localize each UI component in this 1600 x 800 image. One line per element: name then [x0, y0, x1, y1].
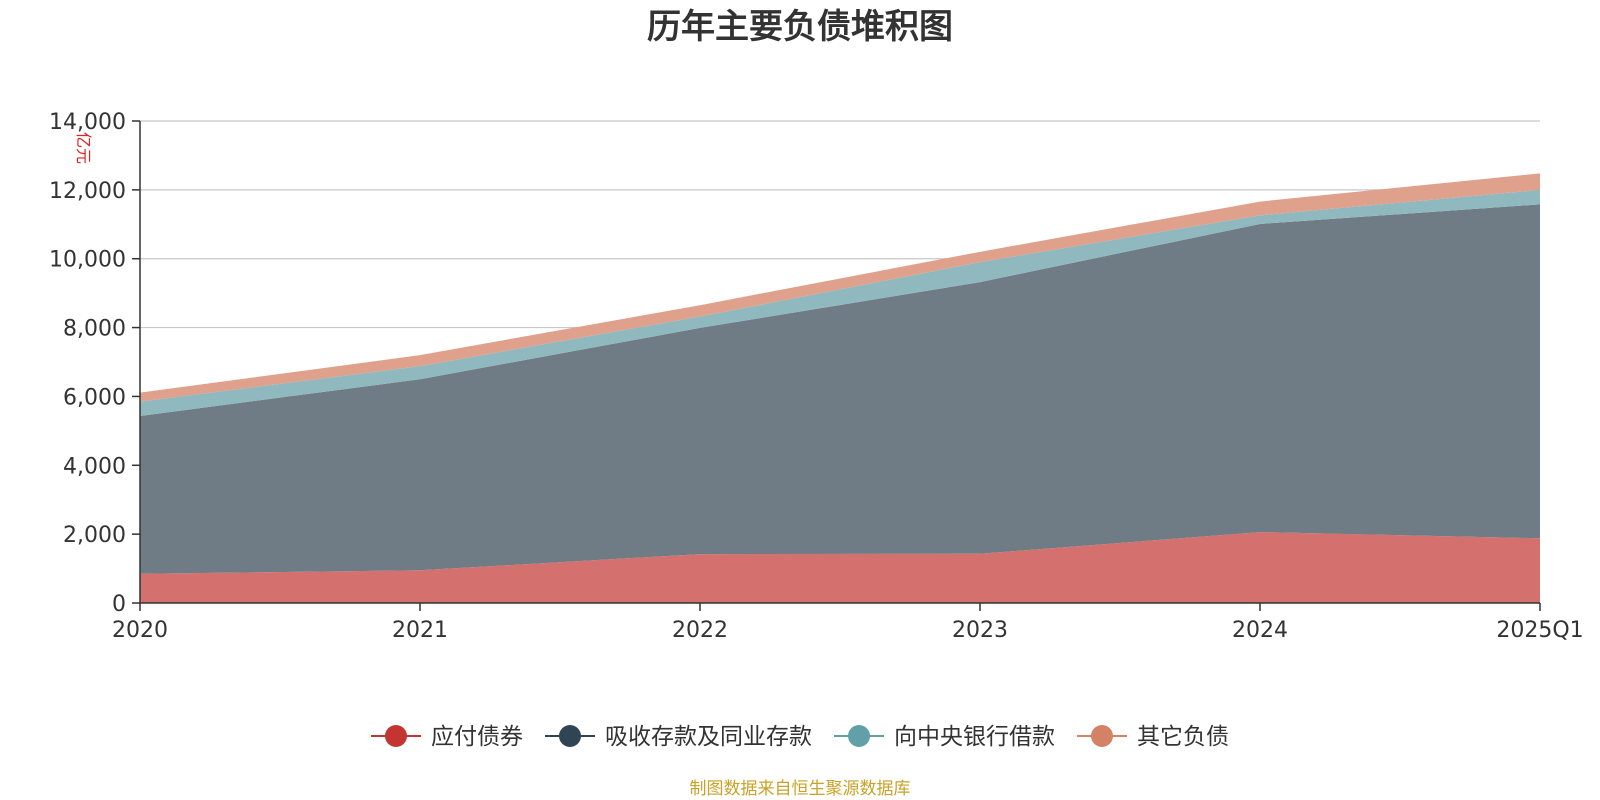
x-tick-label: 2023: [952, 618, 1008, 643]
legend-item-1[interactable]: 吸收存款及同业存款: [545, 724, 812, 750]
area-series-2: [140, 189, 1540, 417]
legend-label: 向中央银行借款: [894, 724, 1055, 750]
x-tick-label: 2020: [112, 618, 168, 643]
legend-label: 其它负债: [1137, 724, 1229, 750]
y-tick-label: 2,000: [63, 523, 126, 548]
legend-circle-icon: [848, 725, 870, 747]
x-tick-label: 2021: [392, 618, 448, 643]
y-tick-label: 12,000: [49, 179, 126, 204]
y-tick-label: 8,000: [63, 317, 126, 342]
x-tick-label: 2022: [672, 618, 728, 643]
area-series-0: [140, 532, 1540, 603]
legend-label: 应付债券: [431, 724, 523, 750]
legend-item-3[interactable]: 其它负债: [1077, 724, 1229, 750]
y-tick-label: 14,000: [49, 110, 126, 135]
y-tick-label: 0: [112, 592, 126, 617]
legend-circle-icon: [385, 725, 407, 747]
legend-circle-icon: [559, 725, 581, 747]
area-series: [140, 173, 1540, 603]
y-tick-label: 10,000: [49, 248, 126, 273]
legend-item-2[interactable]: 向中央银行借款: [834, 724, 1055, 750]
legend-item-0[interactable]: 应付债券: [371, 724, 523, 750]
legend-circle-icon: [1091, 725, 1113, 747]
y-tick-label: 6,000: [63, 385, 126, 410]
chart-title: 历年主要负债堆积图: [647, 7, 953, 47]
legend-label: 吸收存款及同业存款: [605, 724, 812, 750]
y-tick-label: 4,000: [63, 454, 126, 479]
y-axis-ticks: 0 2,000 4,000 6,000 8,000 10,000 12,000 14,000: [49, 110, 140, 617]
data-source-note: 制图数据来自恒生聚源数据库: [690, 779, 911, 799]
x-axis-ticks: 2020 2021 2022 2023 2024 2025Q1: [112, 603, 1584, 643]
area-series-3: [140, 173, 1540, 402]
y-axis-unit-label: 亿元: [74, 132, 93, 164]
x-tick-label: 2024: [1232, 618, 1288, 643]
legend: 应付债券 吸收存款及同业存款 向中央银行借款 其它负债: [371, 724, 1229, 750]
x-tick-label: 2025Q1: [1496, 618, 1583, 643]
area-series-1: [140, 204, 1540, 574]
axes: [139, 121, 1540, 604]
